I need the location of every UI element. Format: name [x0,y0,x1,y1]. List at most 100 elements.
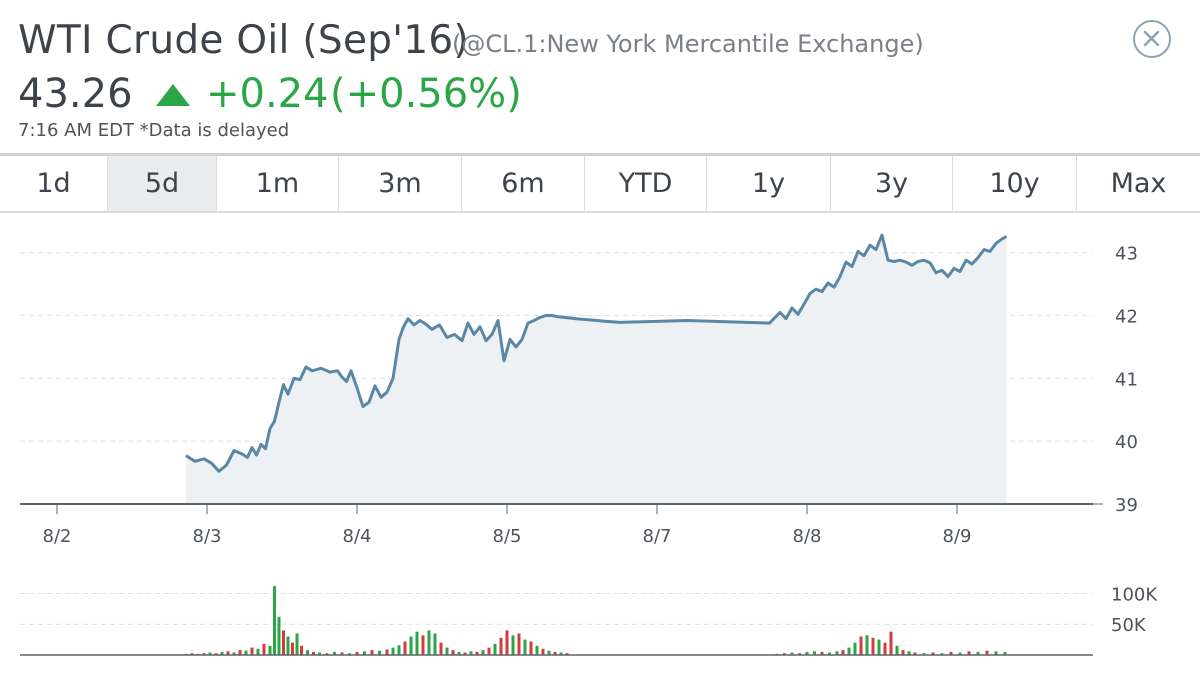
exchange-subtitle: (@CL.1:New York Mercantile Exchange) [452,30,924,58]
volume-bar [901,650,905,655]
tab-10y[interactable]: 10y [953,156,1077,211]
volume-bar [853,642,857,655]
tab-1d[interactable]: 1d [0,156,108,211]
volume-bar [378,650,381,655]
quote-timestamp: 7:16 AM EDT *Data is delayed [18,120,290,141]
close-button[interactable] [1133,20,1171,58]
volume-bar [835,651,839,655]
volume-bar [553,651,557,655]
volume-bar [913,652,917,655]
volume-bar [559,652,563,655]
volume-bar [481,650,485,655]
x-tick-label: 8/2 [43,526,72,547]
close-icon [1143,30,1160,47]
price-chart: 39 40 41 42 43 8/2 8/3 8/4 8/5 8/7 8/8 8/9 100K 50K [20,233,1158,656]
volume-bar [841,650,845,655]
volume-bar [940,653,944,655]
volume-bar [463,652,467,655]
volume-bar [306,650,309,655]
volume-bar [208,652,212,655]
volume-bar [391,647,395,655]
price-change: +0.24 [206,71,329,117]
x-tick-label: 8/4 [343,526,372,547]
volume-bar [922,653,926,655]
volume-bar [813,651,816,655]
x-tick-label: 8/3 [193,526,222,547]
volume-bar [931,652,935,655]
volume-bar [895,645,899,655]
volume-bar [421,635,425,655]
volume-bar [859,636,863,655]
tab-1y[interactable]: 1y [707,156,831,211]
volume-bar [291,642,294,655]
volume-bar [355,651,359,655]
volume-bar [949,651,953,655]
volume-bar [805,651,809,655]
volume-bar [244,650,248,655]
volume-bar [282,630,285,655]
volume-bar [403,641,407,655]
up-arrow-icon [156,84,190,106]
volume-bar [547,650,551,655]
volume-bar [256,648,260,655]
tab-1m[interactable]: 1m [217,156,339,211]
volume-bar [487,647,491,655]
y-tick-label: 43 [1115,244,1138,265]
volume-bar [985,650,989,655]
x-tick-label: 8/5 [493,526,522,547]
volume-bar [214,653,218,655]
volume-bar [318,652,321,655]
volume-bar [783,653,786,655]
volume-bar [798,653,801,655]
tab-5d[interactable]: 5d [108,156,217,211]
volume-bar [828,652,831,655]
volume-bar [262,643,266,655]
last-price: 43.26 [18,71,133,117]
volume-bar [232,652,236,655]
volume-bar [505,630,509,655]
volume-bar [541,648,545,655]
tab-3y[interactable]: 3y [831,156,953,211]
volume-bar [190,653,194,655]
volume-bar [529,641,533,655]
volume-bar [907,651,911,655]
volume-bar [250,647,254,655]
volume-bar [427,630,431,655]
tab-ytd[interactable]: YTD [585,156,707,211]
volume-bar [348,653,351,655]
volume-bar [517,633,521,655]
volume-bar [499,637,503,655]
volume-bar [312,651,315,655]
y-tick-label: 42 [1115,307,1138,328]
volume-bar [363,651,366,655]
volume-bar [475,651,479,655]
volume-bar [397,645,401,655]
x-tick-label: 8/8 [793,526,822,547]
x-tick-label: 8/7 [643,526,672,547]
volume-bar [847,647,851,655]
volume-bar [877,639,881,655]
tab-3m[interactable]: 3m [339,156,462,211]
tab-max[interactable]: Max [1110,168,1167,199]
x-tick-label: 8/9 [943,526,972,547]
volume-bar [565,653,569,655]
tab-6m[interactable]: 6m [462,156,585,211]
volume-bar [1003,651,1007,655]
volume-bar [883,642,887,655]
range-tabs: 1d 5d 1m 3m 6m YTD 1y 3y 10y Max [0,153,1200,213]
volume-bar [273,586,276,655]
volume-bar [523,639,527,655]
y-tick-label: 39 [1115,495,1138,516]
volume-bar [370,650,374,655]
volume-bar [300,645,303,655]
volume-bar [976,651,980,655]
volume-bar [220,651,224,655]
quote-header: WTI Crude Oil (Sep'16) (@CL.1:New York M… [0,0,1200,150]
volume-bar [340,652,344,655]
volume-bar [433,633,437,655]
y-tick-label: 40 [1115,432,1138,453]
page-title: WTI Crude Oil (Sep'16) [18,18,470,63]
volume-bar [385,649,389,655]
volume-bar [439,642,443,655]
volume-bar [415,631,419,655]
